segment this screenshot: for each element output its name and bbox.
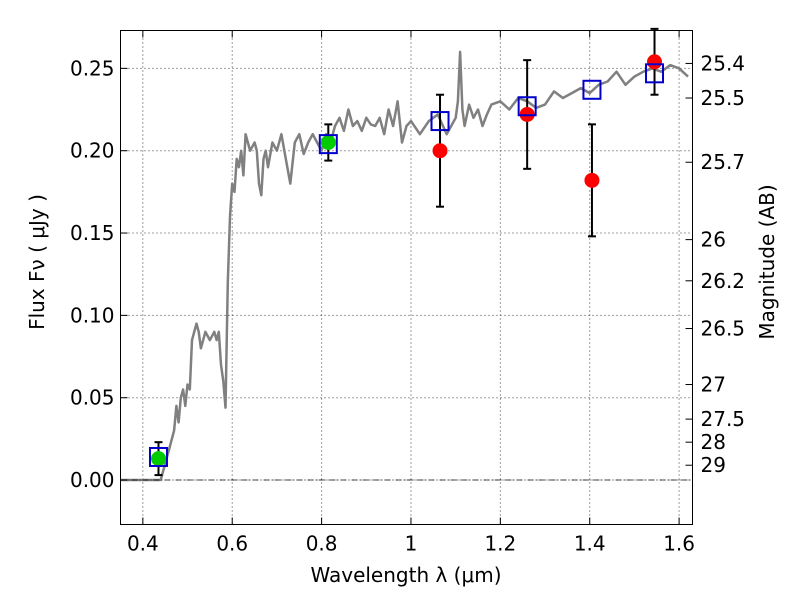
y-axis-title: Flux Fν ( μJy ) bbox=[25, 194, 49, 330]
y-tick-label: 0.00 bbox=[70, 468, 115, 492]
right-tick-label: 26.2 bbox=[701, 269, 746, 293]
right-tick-label: 26.5 bbox=[701, 317, 746, 341]
right-axis-title: Magnitude (AB) bbox=[755, 184, 779, 339]
right-tick-label: 29 bbox=[701, 453, 726, 477]
model-band-point bbox=[582, 79, 602, 100]
model-band-point bbox=[148, 446, 168, 467]
data-point bbox=[320, 134, 336, 150]
model-band-point bbox=[645, 63, 665, 84]
right-tick-label: 27 bbox=[701, 373, 726, 397]
data-point bbox=[647, 54, 663, 70]
x-tick-label: 1.2 bbox=[484, 532, 516, 556]
x-tick-label: 0.6 bbox=[216, 532, 248, 556]
plot-frame bbox=[120, 30, 693, 525]
x-tick-label: 1.6 bbox=[663, 532, 695, 556]
x-tick-label: 0.8 bbox=[306, 532, 338, 556]
data-point bbox=[150, 451, 166, 467]
model-band-point bbox=[430, 111, 450, 132]
y-axis-ticks: 0.00 0.05 0.10 0.15 0.20 0.25 bbox=[70, 56, 128, 492]
y-tick-label: 0.20 bbox=[70, 139, 115, 163]
spectrum-line bbox=[120, 50, 689, 482]
grid bbox=[120, 30, 693, 525]
x-tick-label: 1 bbox=[405, 532, 418, 556]
y-tick-label: 0.25 bbox=[70, 56, 115, 80]
model-band-point bbox=[318, 134, 338, 155]
data-series bbox=[148, 27, 665, 477]
x-axis-ticks: 0.4 0.6 0.8 1 1.2 1.4 1.6 bbox=[127, 30, 695, 556]
right-tick-label: 28 bbox=[701, 430, 726, 454]
y-tick-label: 0.10 bbox=[70, 303, 115, 327]
model-band-point bbox=[517, 96, 537, 117]
right-tick-label: 25.4 bbox=[701, 51, 746, 75]
right-tick-label: 25.7 bbox=[701, 150, 746, 174]
data-point bbox=[584, 172, 600, 188]
right-tick-label: 25.5 bbox=[701, 86, 746, 110]
y-tick-label: 0.05 bbox=[70, 386, 115, 410]
data-point bbox=[432, 143, 448, 159]
x-tick-label: 1.4 bbox=[574, 532, 606, 556]
x-axis-title: Wavelength λ (μm) bbox=[310, 563, 501, 587]
y-tick-label: 0.15 bbox=[70, 221, 115, 245]
right-tick-label: 26 bbox=[701, 228, 726, 252]
x-tick-label: 0.4 bbox=[127, 532, 159, 556]
right-tick-label: 27.5 bbox=[701, 407, 746, 431]
model-spectrum bbox=[120, 50, 689, 482]
